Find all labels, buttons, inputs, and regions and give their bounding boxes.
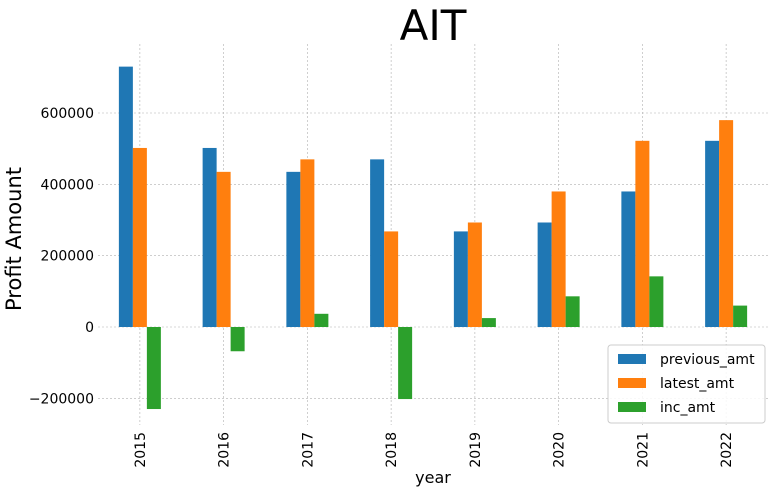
x-tick-label: 2021: [635, 432, 651, 468]
bar-inc_amt-2018: [398, 327, 413, 400]
bar-previous_amt-2020: [537, 222, 552, 327]
legend-frame: [607, 344, 766, 424]
legend-label: previous_amt: [660, 352, 755, 368]
bar-inc_amt-2016: [230, 327, 245, 352]
legend-swatch-previous_amt: [618, 354, 646, 364]
bar-previous_amt-2018: [370, 159, 385, 327]
y-tick-labels: −200000 0 200000 400000 600000: [29, 106, 94, 407]
bar-previous_amt-2015: [118, 66, 133, 327]
bar-latest_amt-2019: [467, 222, 482, 327]
bar-latest_amt-2022: [719, 120, 734, 327]
y-tick-label: −200000: [29, 391, 94, 407]
x-tick-label: 2016: [217, 432, 233, 468]
legend: previous_amt latest_amt inc_amt: [607, 344, 766, 424]
x-tick-label: 2022: [719, 432, 735, 468]
bar-latest_amt-2015: [132, 147, 147, 327]
x-tick-labels: 2015 2016 2017 2018 2019 2020 2021 2022: [133, 432, 735, 468]
legend-label: latest_amt: [660, 376, 735, 392]
x-tick-label: 2018: [384, 432, 400, 468]
bar-inc_amt-2022: [733, 305, 748, 327]
bar-previous_amt-2017: [286, 171, 301, 327]
x-tick-label: 2017: [300, 432, 316, 468]
bar-inc_amt-2019: [481, 318, 496, 327]
legend-label: inc_amt: [660, 400, 716, 416]
y-axis-label: Profit Amount: [2, 167, 26, 311]
bar-inc_amt-2015: [146, 327, 161, 410]
bar-inc_amt-2020: [565, 296, 580, 327]
y-tick-label: 600000: [41, 106, 94, 122]
bar-previous_amt-2016: [202, 147, 217, 327]
bar-inc_amt-2017: [314, 313, 329, 327]
bar-latest_amt-2017: [300, 159, 315, 327]
bar-latest_amt-2018: [384, 231, 399, 327]
bar-latest_amt-2021: [635, 140, 650, 327]
x-tick-label: 2015: [133, 432, 149, 468]
bar-previous_amt-2019: [453, 231, 468, 327]
bars: [118, 66, 748, 410]
legend-swatch-latest_amt: [618, 378, 646, 388]
x-tick-label: 2019: [468, 432, 484, 468]
y-tick-label: 0: [85, 320, 94, 336]
chart-title: AIT: [400, 1, 467, 50]
bar-latest_amt-2020: [551, 191, 566, 327]
bar-inc_amt-2021: [649, 276, 664, 327]
y-tick-label: 200000: [41, 249, 94, 265]
x-tick-label: 2020: [552, 432, 568, 468]
bar-latest_amt-2016: [216, 171, 231, 327]
bar-previous_amt-2022: [705, 140, 720, 327]
bar-previous_amt-2021: [621, 191, 636, 327]
x-axis-label: year: [415, 468, 451, 487]
y-tick-label: 400000: [41, 177, 94, 193]
legend-swatch-inc_amt: [618, 402, 646, 412]
